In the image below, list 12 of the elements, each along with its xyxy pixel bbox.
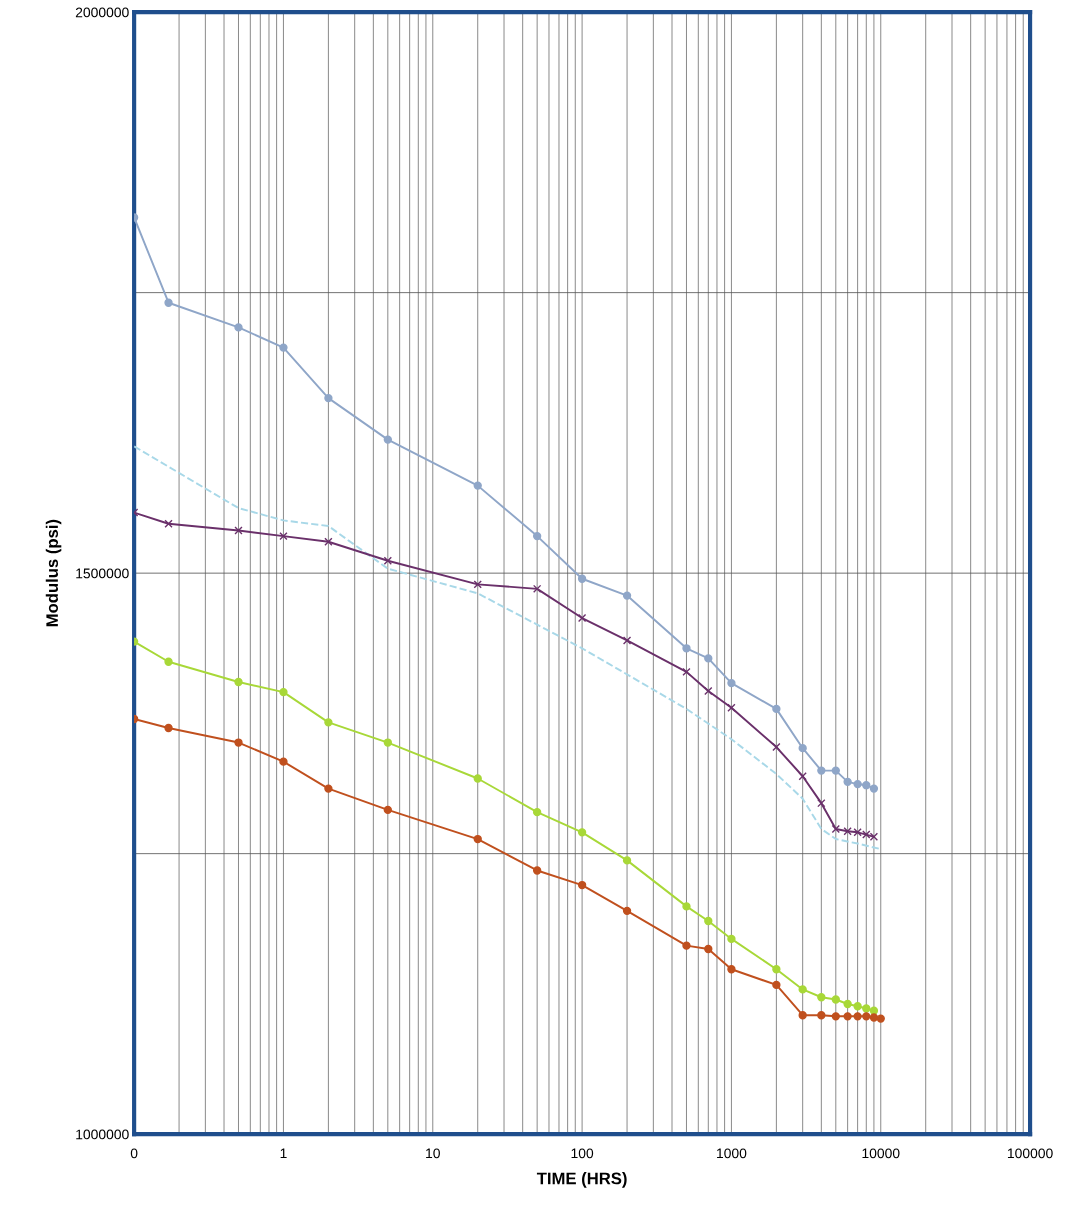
x-tick-label: 100000 [1007,1148,1053,1159]
x-tick-label: 1 [280,1148,287,1159]
x-axis-title: TIME (HRS) [536,1172,627,1188]
x-tick-label: 10000 [862,1148,900,1159]
y-tick-label: 1000000 [76,1129,129,1140]
x-tick-label: 1000 [717,1148,747,1159]
y-tick-label: 2000000 [75,7,129,18]
y-tick-label: 1500000 [76,568,129,579]
x-tick-label: 0 [130,1148,138,1159]
x-tick-label: 100 [571,1148,594,1159]
y-axis-title: Modulus (psi) [45,519,62,627]
x-tick-label: 10 [426,1148,440,1159]
